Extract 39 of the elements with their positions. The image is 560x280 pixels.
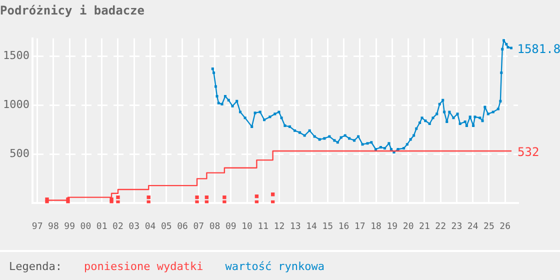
text: poniesione wydatki <box>84 260 204 272</box>
x-tick-label: 20 <box>402 222 414 232</box>
x-tick-label: 23 <box>451 222 462 232</box>
x-tick-label: 99 <box>64 222 76 232</box>
legend-title: Legenda: <box>9 260 62 272</box>
x-tick-label: 22 <box>435 222 446 232</box>
x-tick-label: 11 <box>258 222 269 232</box>
x-tick-label: 97 <box>32 222 43 232</box>
x-tick-label: 14 <box>306 222 317 232</box>
x-tick-label: 15 <box>322 222 334 232</box>
annotation: 532 <box>518 145 540 160</box>
x-tick-label: 17 <box>354 222 366 232</box>
x-tick-label: 24 <box>467 222 478 232</box>
x-tick-label: 18 <box>370 222 382 232</box>
x-tick-label: 26 <box>500 222 511 232</box>
x-tick-label: 04 <box>144 222 156 232</box>
x-tick-label: 08 <box>209 222 220 232</box>
y-tick-label: 500 <box>10 147 30 160</box>
y-tick-label: 1500 <box>2 48 30 62</box>
x-tick-label: 98 <box>48 222 59 232</box>
x-tick-label: 01 <box>96 222 108 232</box>
annotation: 1581.8 <box>517 42 560 56</box>
chart-title: Podróżnicy i badacze <box>0 3 144 18</box>
x-tick-label: 13 <box>290 222 301 232</box>
x-tick-label: 06 <box>177 222 188 232</box>
x-tick-label: 09 <box>225 222 236 232</box>
x-tick-label: 25 <box>484 222 494 232</box>
y-tick-label: 1000 <box>2 98 30 111</box>
text: wartość rynkowa <box>225 260 325 272</box>
x-tick-label: 07 <box>193 222 204 232</box>
x-tick-label: 19 <box>386 222 398 232</box>
x-tick-label: 21 <box>419 222 430 232</box>
x-tick-label: 03 <box>128 222 140 232</box>
x-tick-label: 02 <box>112 222 124 232</box>
x-tick-label: 10 <box>242 222 252 232</box>
x-tick-label: 05 <box>160 222 172 232</box>
x-tick-label: 00 <box>80 222 92 232</box>
x-tick-label: 16 <box>338 222 350 232</box>
x-tick-label: 12 <box>274 222 285 232</box>
